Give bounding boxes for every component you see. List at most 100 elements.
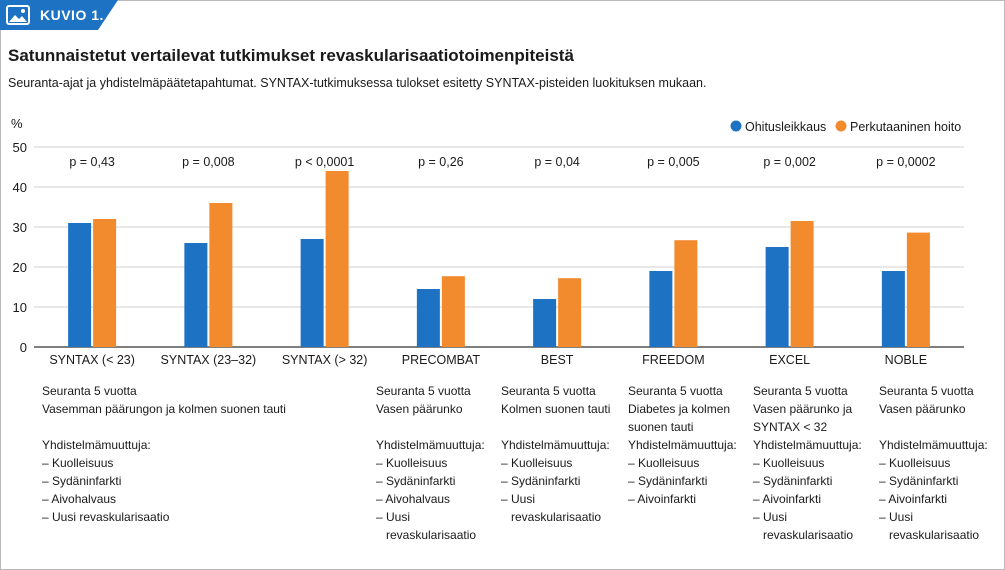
note-line: Yhdistelmämuuttuja: (376, 438, 485, 452)
note-line: Vasen päärunko (376, 402, 463, 416)
note-line: SYNTAX < 32 (753, 420, 828, 434)
bar-perkutaaninen-hoito (790, 221, 814, 347)
bar-ohitusleikkaus (881, 271, 905, 347)
note-line: Diabetes ja kolmen (628, 402, 731, 416)
note-line: revaskularisaatio (889, 528, 980, 542)
note-line: revaskularisaatio (511, 510, 602, 524)
p-value-label: p = 0,0002 (876, 155, 935, 169)
note-line: Seuranta 5 vuotta (628, 384, 723, 398)
p-value-label: p = 0,26 (418, 155, 464, 169)
note-line: Yhdistelmämuuttuja: (753, 438, 862, 452)
note-line: – Kuolleisuus (628, 456, 700, 470)
y-tick-label: 10 (13, 300, 27, 315)
x-tick-label: BEST (541, 353, 574, 367)
bar-ohitusleikkaus (533, 299, 557, 347)
bar-chart: 0 10 20 30 40 50% SYNTAX (< 23) p = 0,43 SYNTAX … (11, 116, 964, 367)
bar-perkutaaninen-hoito (209, 203, 233, 347)
y-tick-label: 0 (20, 340, 27, 355)
note-line: Vasemman päärungon ja kolmen suonen taut… (42, 402, 286, 416)
p-value-label: p = 0,43 (69, 155, 115, 169)
note-line: suonen tauti (628, 420, 694, 434)
note-line: Seuranta 5 vuotta (376, 384, 471, 398)
x-tick-label: SYNTAX (23–32) (161, 353, 257, 367)
note-line: Seuranta 5 vuotta (879, 384, 974, 398)
note-spacer (376, 418, 485, 436)
y-axis-label: % (11, 116, 23, 131)
note-line: – Sydäninfarkti (628, 474, 708, 488)
p-value-label: p = 0,002 (763, 155, 816, 169)
p-value-label: p = 0,008 (182, 155, 235, 169)
note-line: – Kuolleisuus (501, 456, 573, 470)
x-tick-label: PRECOMBAT (402, 353, 481, 367)
note-line: – Sydäninfarkti (879, 474, 959, 488)
x-tick-label: FREEDOM (642, 353, 705, 367)
bar-ohitusleikkaus (68, 223, 92, 347)
image-icon (6, 5, 30, 25)
note-line: – Sydäninfarkti (753, 474, 833, 488)
x-tick-label: SYNTAX (< 23) (49, 353, 135, 367)
x-tick-label: EXCEL (769, 353, 810, 367)
bar-perkutaaninen-hoito (441, 276, 465, 347)
bar-ohitusleikkaus (765, 247, 789, 347)
legend-marker (730, 120, 742, 132)
bar-ohitusleikkaus (649, 271, 673, 347)
note-line: Vasen päärunko ja (753, 402, 853, 416)
note-line: Yhdistelmämuuttuja: (628, 438, 737, 452)
legend-label: Perkutaaninen hoito (850, 120, 961, 134)
bar-perkutaaninen-hoito (325, 171, 349, 347)
legend-label: Ohitusleikkaus (745, 120, 826, 134)
p-value-label: p = 0,005 (647, 155, 700, 169)
note-line: – Uusi (879, 510, 914, 524)
note-line: – Sydäninfarkti (501, 474, 581, 488)
y-tick-label: 30 (13, 220, 27, 235)
study-note: Seuranta 5 vuotta Vasen päärunko Yhdistelm… (879, 382, 988, 544)
note-line: Vasen päärunko (879, 402, 966, 416)
bar-ohitusleikkaus (184, 243, 208, 347)
note-line: Seuranta 5 vuotta (753, 384, 848, 398)
chart-subtitle: Seuranta-ajat ja yhdistelmäpäätetapahtum… (8, 76, 707, 90)
note-line: – Sydäninfarkti (376, 474, 456, 488)
figure-badge (0, 0, 118, 30)
bar-perkutaaninen-hoito (674, 240, 698, 347)
legend-marker (835, 120, 847, 132)
note-line: – Aivohalvaus (376, 492, 451, 506)
note-line: – Kuolleisuus (879, 456, 951, 470)
note-spacer (501, 418, 610, 436)
note-spacer (879, 418, 988, 436)
figure-label: KUVIO 1. (40, 7, 104, 23)
x-tick-label: NOBLE (885, 353, 927, 367)
x-tick-label: SYNTAX (> 32) (282, 353, 368, 367)
bar-perkutaaninen-hoito (93, 219, 117, 347)
note-line: – Kuolleisuus (376, 456, 448, 470)
y-tick-label: 40 (13, 180, 27, 195)
note-line: – Uusi revaskularisaatio (42, 510, 170, 524)
note-line: Seuranta 5 vuotta (42, 384, 137, 398)
y-tick-label: 50 (13, 140, 27, 155)
note-spacer (42, 418, 286, 436)
note-line: – Aivoinfarkti (628, 492, 697, 506)
bar-perkutaaninen-hoito (558, 278, 582, 347)
note-line: – Kuolleisuus (753, 456, 825, 470)
note-line: – Uusi (753, 510, 788, 524)
note-line: Yhdistelmämuuttuja: (501, 438, 610, 452)
study-note: Seuranta 5 vuotta Diabetes ja kolmen suone… (628, 382, 737, 508)
note-line: – Uusi (376, 510, 411, 524)
y-tick-label: 20 (13, 260, 27, 275)
chart-title: Satunnaistetut vertailevat tutkimukset r… (8, 46, 574, 65)
note-line: – Sydäninfarkti (42, 474, 122, 488)
note-line: Yhdistelmämuuttuja: (42, 438, 151, 452)
bar-ohitusleikkaus (300, 239, 324, 347)
note-line: – Kuolleisuus (42, 456, 114, 470)
note-line: – Aivoinfarkti (879, 492, 948, 506)
note-line: – Aivoinfarkti (753, 492, 822, 506)
study-note: Seuranta 5 vuotta Vasen päärunko Yhdistelm… (376, 382, 485, 544)
note-line: revaskularisaatio (386, 528, 477, 542)
study-note: Seuranta 5 vuotta Kolmen suonen tauti Yhdi… (501, 382, 610, 526)
p-value-label: p = 0,04 (534, 155, 580, 169)
p-value-label: p < 0,0001 (295, 155, 354, 169)
study-note: Seuranta 5 vuotta Vasen päärunko ja SYNTAX… (753, 382, 862, 544)
note-line: revaskularisaatio (763, 528, 854, 542)
note-line: – Uusi (501, 492, 536, 506)
study-note: Seuranta 5 vuotta Vasemman päärungon ja k… (42, 382, 286, 526)
note-line: Yhdistelmämuuttuja: (879, 438, 988, 452)
